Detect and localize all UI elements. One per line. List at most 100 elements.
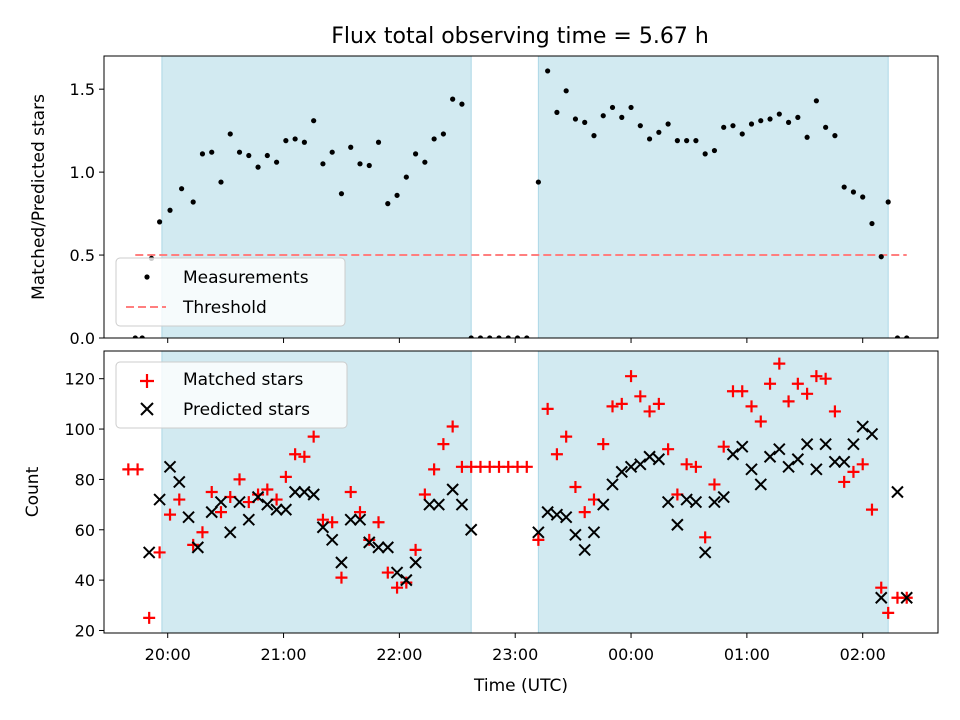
predicted-stars-point	[432, 498, 445, 511]
measurement-point	[273, 159, 280, 165]
x-tick-label: 21:00	[260, 645, 306, 664]
predicted-stars-point	[773, 442, 786, 456]
y-tick-label: 0.0	[70, 329, 95, 348]
predicted-stars-point	[634, 458, 647, 471]
legend-measurements-marker	[144, 274, 150, 280]
predicted-stars-point	[875, 591, 888, 604]
measurement-point	[869, 220, 875, 227]
measurement-point	[320, 161, 326, 167]
predicted-stars-point	[464, 523, 478, 536]
matched-stars-point	[764, 377, 777, 390]
measurement-point	[311, 118, 317, 124]
measurement-point	[628, 104, 634, 111]
measurement-point	[422, 159, 428, 165]
predicted-stars-point	[578, 543, 591, 557]
predicted-stars-point	[763, 450, 777, 463]
legend-threshold-label: Threshold	[182, 298, 267, 318]
predicted-stars-point	[191, 541, 205, 554]
predicted-stars-point	[865, 427, 879, 441]
predicted-stars-point	[390, 566, 404, 579]
predicted-stars-point	[606, 478, 619, 491]
predicted-stars-point	[587, 526, 601, 539]
matched-stars-point	[560, 430, 573, 443]
measurement-point	[394, 192, 400, 198]
predicted-stars-point	[559, 510, 573, 524]
predicted-stars-point	[214, 495, 228, 509]
matched-stars-point	[615, 397, 628, 410]
measurement-point	[357, 161, 363, 167]
predicted-stars-point	[182, 510, 195, 524]
measurement-point	[468, 335, 474, 338]
y-tick-label: 20	[75, 621, 95, 640]
matched-stars-point	[578, 506, 591, 519]
matched-stars-point	[164, 508, 177, 521]
predicted-stars-point	[791, 453, 805, 466]
x-tick-label: 22:00	[376, 645, 422, 664]
predicted-stars-point	[680, 493, 693, 506]
measurement-point	[665, 121, 671, 127]
y-tick-label: 1.5	[70, 80, 95, 99]
measurement-point	[179, 186, 185, 192]
measurement-point	[609, 104, 616, 111]
measurement-point	[904, 335, 910, 338]
measurement-point	[894, 335, 901, 338]
matched-stars-point	[736, 385, 749, 398]
predicted-stars-point	[372, 541, 385, 554]
matched-stars-point	[153, 546, 166, 559]
predicted-stars-point	[270, 503, 283, 516]
x-tick-label: 20:00	[145, 645, 191, 664]
count-panel-y-axis: 20 40 60 80 100 120	[64, 370, 104, 640]
matched-stars-point	[801, 387, 814, 400]
measurement-point	[860, 194, 866, 200]
measurement-point	[487, 335, 493, 338]
matched-stars-point	[875, 581, 888, 594]
predicted-stars-point	[423, 498, 436, 511]
matched-stars-point	[550, 448, 563, 461]
predicted-stars-point	[261, 498, 274, 511]
matched-stars-point	[307, 430, 320, 443]
matched-stars-point	[773, 357, 786, 370]
predicted-stars-point	[847, 437, 860, 451]
predicted-stars-point	[754, 478, 767, 491]
matched-stars-point	[541, 402, 554, 415]
predicted-stars-point	[251, 490, 265, 504]
predicted-stars-point	[335, 556, 348, 569]
legend-matched-marker	[140, 374, 154, 388]
matched-stars-point	[745, 400, 758, 413]
matched-stars-point	[643, 405, 656, 418]
predicted-stars-point	[624, 460, 638, 474]
legend-predicted-label: Predicted stars	[183, 400, 310, 420]
measurement-point	[758, 118, 764, 124]
y-tick-label: 80	[75, 470, 95, 489]
matched-stars-point	[597, 438, 610, 451]
predicted-stars-point	[745, 463, 758, 476]
matched-stars-point	[252, 488, 265, 501]
count-panel-x-axis: 20:00 21:00 22:00 23:00 00:00 01:00 02:00	[145, 633, 886, 664]
matched-stars-point	[520, 460, 533, 473]
measurement-point	[693, 138, 699, 144]
measurement-point	[431, 136, 437, 142]
ratio-panel-legend: Measurements Threshold	[115, 257, 346, 327]
predicted-stars-point	[810, 463, 823, 476]
measurement-point	[823, 124, 829, 130]
matched-stars-point	[882, 606, 895, 619]
matched-stars-point	[847, 465, 860, 478]
predicted-stars-point	[307, 488, 320, 501]
matched-stars-point	[372, 516, 385, 529]
matched-stars-point	[838, 475, 851, 488]
predicted-stars-point	[661, 495, 675, 509]
predicted-stars-point	[800, 437, 814, 451]
ratio-panel-y-axis: 0.0 0.5 1.0 1.5	[70, 80, 104, 348]
y-tick-label: 100	[64, 420, 95, 439]
measurement-point	[167, 207, 173, 213]
legend-predicted-marker	[140, 402, 154, 416]
measurement-point	[730, 123, 736, 129]
matched-stars-point	[856, 458, 869, 471]
count-panel: 20 40 60 80 100 120 20:00 21:00 22:00 23:00 00:00…	[23, 350, 939, 696]
predicted-stars-point	[736, 440, 749, 453]
measurement-point	[440, 131, 446, 137]
measurement-point	[776, 111, 782, 117]
predicted-stars-point	[837, 455, 851, 468]
predicted-stars-point	[242, 513, 255, 526]
